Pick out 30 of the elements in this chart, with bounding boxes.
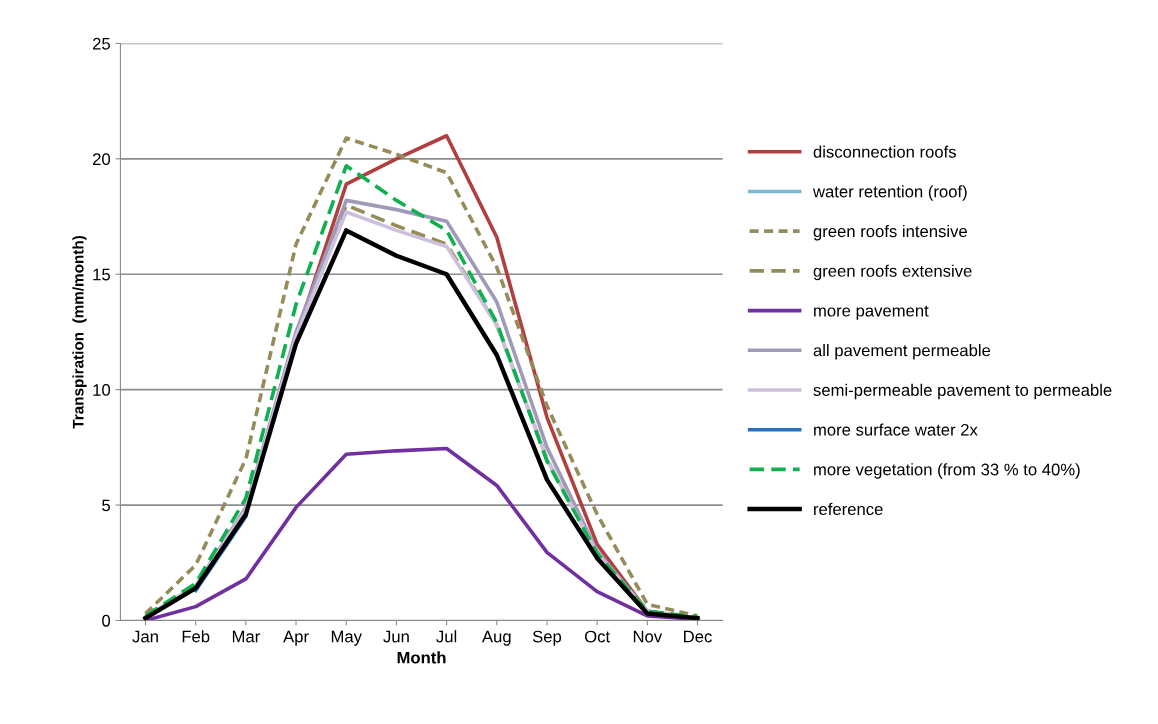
x-tick-label: Feb [182, 630, 210, 643]
x-tick-label: Jun [383, 630, 409, 643]
legend-label: green roofs intensive [813, 224, 967, 241]
x-tick-label: Dec [684, 630, 712, 643]
x-tick-label: Apr [283, 630, 309, 646]
legend-label: reference [814, 502, 883, 516]
y-tick-label: 25 [93, 37, 111, 50]
legend-label: disconnection roofs [813, 145, 956, 158]
legend-label: water retention (roof) [812, 185, 967, 201]
y-tick-label: 0 [102, 614, 111, 627]
x-tick-label: Sep [532, 630, 562, 646]
x-tick-label: Aug [481, 630, 511, 646]
x-tick-label: Jul [436, 630, 457, 643]
legend-label: green roofs extensive [813, 264, 972, 281]
y-tick-label: 10 [93, 384, 111, 396]
y-axis-title: Transpiration (mm/month) [72, 235, 87, 429]
x-tick-label: May [331, 630, 362, 646]
legend-label: more pavement [814, 305, 929, 320]
x-axis-title: Month [397, 651, 446, 664]
y-tick-label: 20 [93, 153, 111, 166]
y-tick-label: 15 [93, 268, 111, 281]
x-tick-label: Jan [132, 630, 158, 643]
x-tick-label: Oct [584, 630, 610, 643]
legend-label: all pavement permeable [813, 344, 991, 360]
y-tick-label: 5 [102, 499, 111, 512]
x-tick-label: Mar [232, 630, 260, 643]
legend-label: more surface water 2x [814, 423, 978, 436]
legend-label: semi-permeable pavement to permeable [813, 383, 1112, 400]
x-tick-label: Nov [633, 630, 663, 643]
legend-label: more vegetation (from 33 % to 40%) [814, 463, 1080, 479]
